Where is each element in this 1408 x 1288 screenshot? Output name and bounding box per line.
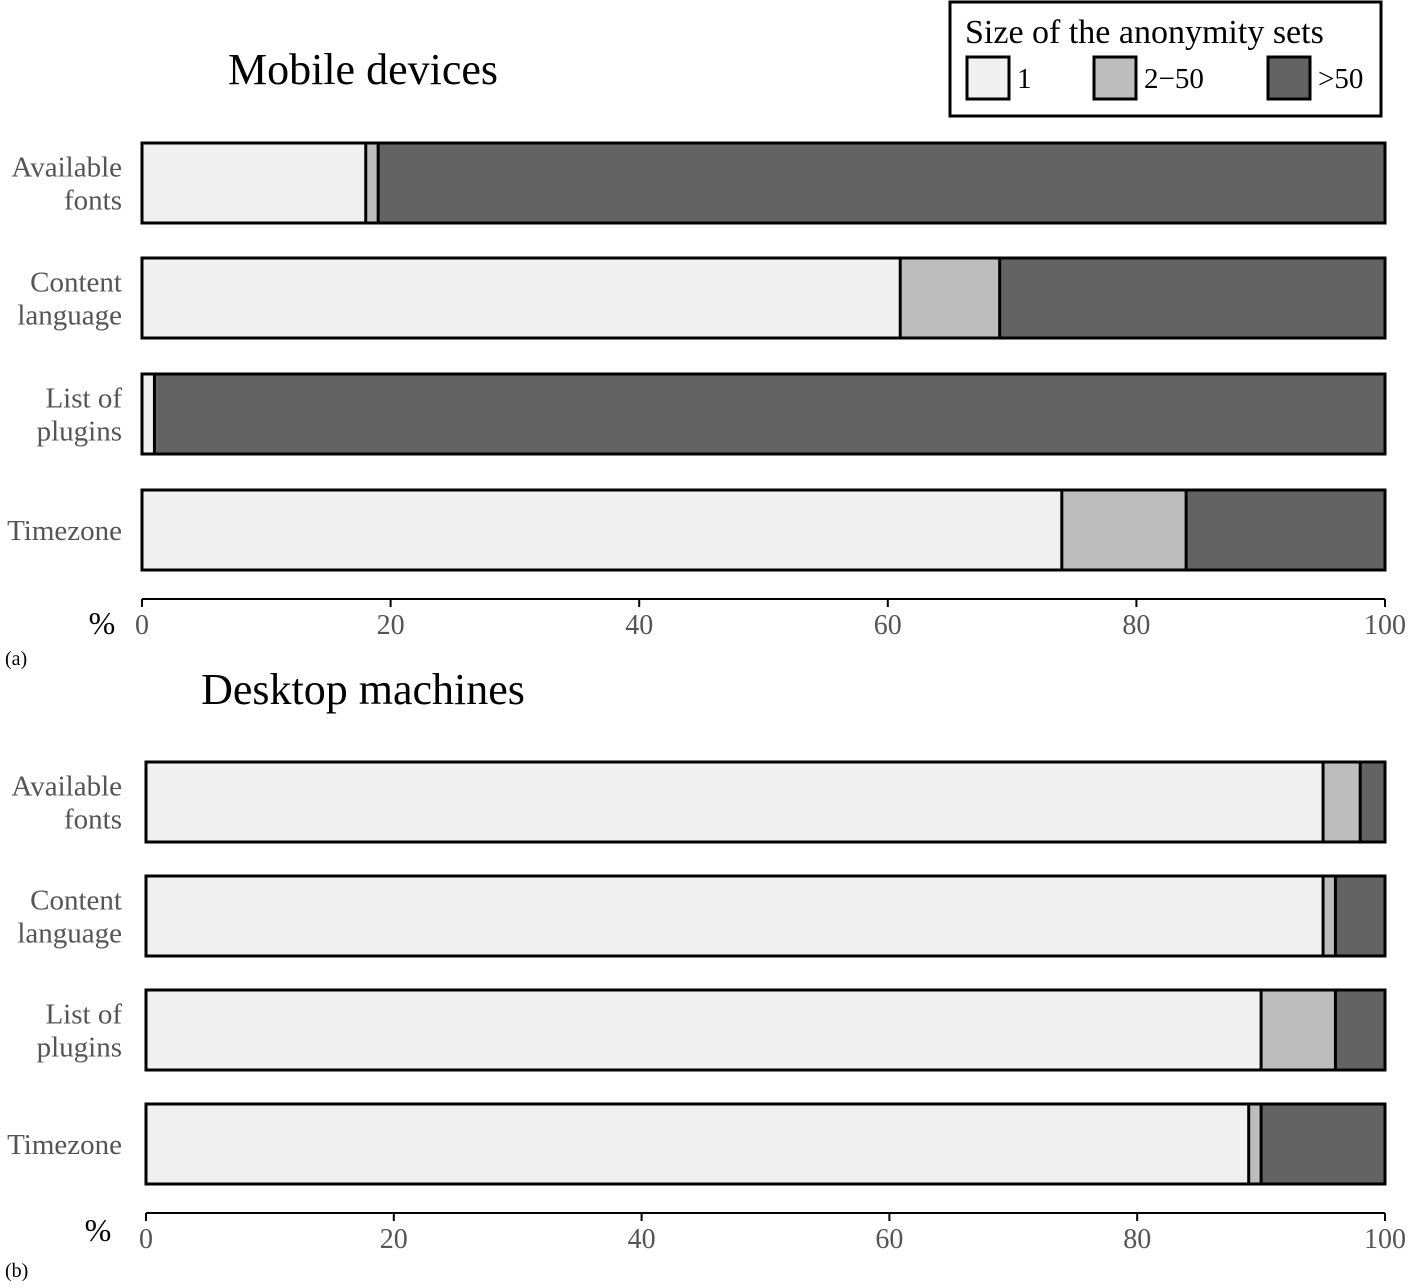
bar-segment-content-language-size-1 <box>142 258 901 338</box>
x-tick-label: 0 <box>139 1224 153 1255</box>
x-tick-label: 40 <box>625 610 653 641</box>
bar-outline-list-of-plugins <box>144 988 1387 1072</box>
legend-label-2-50: 2−50 <box>1144 63 1204 95</box>
bar-segment-timezone-size-gt-50 <box>1186 490 1385 570</box>
bar-segment-list-of-plugins-size-gt-50 <box>154 374 1386 454</box>
bar-segment-available-fonts-size-gt-50 <box>378 143 1385 223</box>
bar-segment-available-fonts-size-2-50 <box>365 143 379 223</box>
legend-title: Size of the anonymity sets <box>965 14 1324 51</box>
category-label: Content language <box>17 267 122 332</box>
bar-segment-timezone-size-2-50 <box>1061 490 1187 570</box>
bar-group-content-language <box>144 874 1387 958</box>
panel-label: (b) <box>5 1260 28 1282</box>
bar-segment-timezone-size-2-50 <box>1248 1104 1262 1184</box>
x-tick-label: 20 <box>380 1224 408 1255</box>
legend-swatch-gt-50 <box>1266 55 1312 101</box>
bar-group-available-fonts <box>140 141 1387 225</box>
legend: Size of the anonymity sets 1 2−50 >50 <box>948 0 1383 118</box>
x-tick-label: 100 <box>1364 610 1406 641</box>
bar-group-available-fonts <box>144 760 1387 844</box>
legend-label-1: 1 <box>1017 63 1032 95</box>
category-label: List of plugins <box>37 999 123 1064</box>
bar-outline-available-fonts <box>140 141 1387 225</box>
bar-segment-content-language-size-1 <box>146 876 1324 956</box>
x-axis: 0 20 40 60 80 100 <box>135 598 1406 641</box>
bar-segment-content-language-size-gt-50 <box>999 258 1385 338</box>
category-label: Available fonts <box>11 152 122 217</box>
legend-label-gt-50: >50 <box>1318 63 1363 95</box>
legend-swatch-2-50 <box>1092 55 1138 101</box>
bar-segment-list-of-plugins-size-1 <box>142 374 155 454</box>
bar-segment-available-fonts-size-2-50 <box>1323 762 1361 842</box>
bar-outline-timezone <box>144 1102 1387 1186</box>
bar-group-list-of-plugins <box>140 372 1387 456</box>
category-label: Content language <box>17 885 122 950</box>
bar-segment-timezone-size-gt-50 <box>1261 1104 1385 1184</box>
category-label: Available fonts <box>11 771 122 836</box>
x-tick-label: 60 <box>875 1224 903 1255</box>
x-axis-label: % <box>85 1212 112 1248</box>
bar-segment-available-fonts-size-gt-50 <box>1360 762 1385 842</box>
bar-segment-content-language-size-gt-50 <box>1335 876 1385 956</box>
bar-segment-available-fonts-size-1 <box>142 143 366 223</box>
panel-desktop-machines: Desktop machines % (b) Available fonts Con… <box>5 665 1406 1282</box>
category-label: List of plugins <box>37 383 123 448</box>
category-label: Timezone <box>7 515 122 547</box>
bar-group-content-language <box>140 256 1387 340</box>
bar-group-timezone <box>144 1102 1387 1186</box>
x-axis-label: % <box>89 605 116 641</box>
panel-label: (a) <box>5 648 27 670</box>
bar-outline-content-language <box>140 256 1387 340</box>
x-tick-label: 60 <box>874 610 902 641</box>
bar-outline-available-fonts <box>144 760 1387 844</box>
x-tick-label: 80 <box>1123 1224 1151 1255</box>
bar-segment-timezone-size-1 <box>146 1104 1249 1184</box>
panel-mobile-devices: Mobile devices % (a) Available fonts Conte… <box>5 45 1406 670</box>
x-tick-label: 100 <box>1364 1224 1406 1255</box>
x-axis: 0 20 40 60 80 100 <box>139 1212 1406 1255</box>
bar-outline-content-language <box>144 874 1387 958</box>
bar-segment-content-language-size-2-50 <box>1323 876 1336 956</box>
panel-title: Desktop machines <box>201 665 525 714</box>
bar-segment-list-of-plugins-size-1 <box>146 990 1262 1070</box>
x-tick-label: 0 <box>135 610 149 641</box>
bar-segment-list-of-plugins-size-2-50 <box>1261 990 1336 1070</box>
bar-group-list-of-plugins <box>144 988 1387 1072</box>
bar-outline-list-of-plugins <box>140 372 1387 456</box>
category-label: Timezone <box>7 1129 122 1161</box>
bar-segment-list-of-plugins-size-gt-50 <box>1335 990 1385 1070</box>
x-tick-label: 80 <box>1122 610 1150 641</box>
x-tick-label: 40 <box>628 1224 656 1255</box>
bar-segment-content-language-size-2-50 <box>900 258 1000 338</box>
panel-title: Mobile devices <box>228 45 498 94</box>
bar-segment-timezone-size-1 <box>142 490 1062 570</box>
x-tick-label: 20 <box>377 610 405 641</box>
bar-outline-timezone <box>140 488 1387 572</box>
bar-group-timezone <box>140 488 1387 572</box>
legend-swatch-1 <box>965 55 1011 101</box>
bar-segment-available-fonts-size-1 <box>146 762 1324 842</box>
